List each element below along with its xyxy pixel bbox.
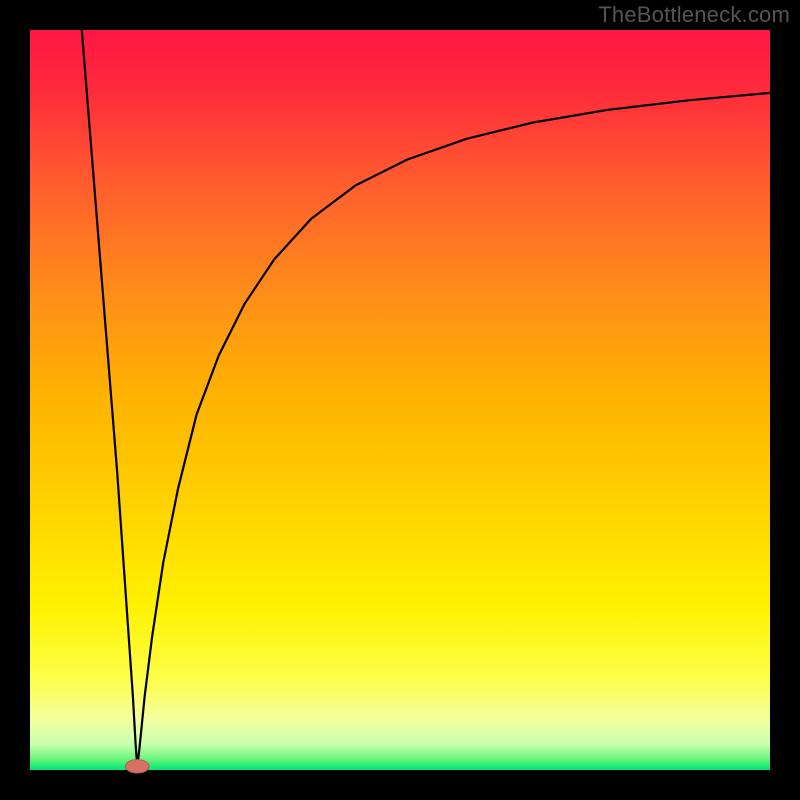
chart-container: { "watermark": { "text": "TheBottleneck.… xyxy=(0,0,800,800)
optimal-point-marker xyxy=(125,760,149,773)
plot-background xyxy=(30,30,770,770)
bottleneck-chart xyxy=(0,0,800,800)
watermark-text: TheBottleneck.com xyxy=(598,2,790,28)
